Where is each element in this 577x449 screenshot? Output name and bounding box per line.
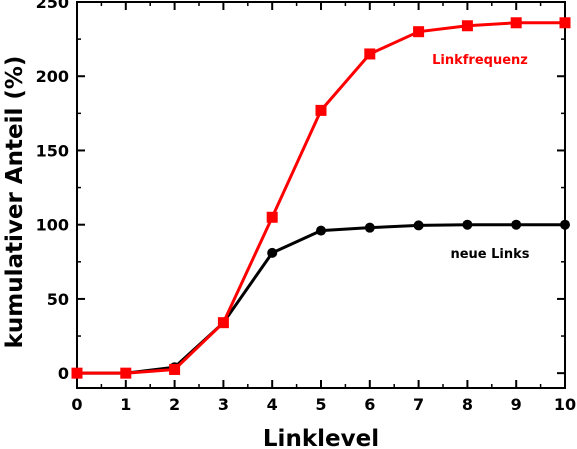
x-tick-label: 1 (120, 395, 131, 414)
x-tick-label: 7 (413, 395, 424, 414)
y-tick-label: 150 (36, 141, 69, 160)
data-point-linkfrequenz (413, 26, 425, 38)
x-axis-title: Linklevel (263, 426, 379, 449)
x-tick-label: 0 (71, 395, 82, 414)
series-linkfrequenz (71, 17, 571, 379)
data-point-neue-links (364, 222, 375, 233)
y-tick-label: 50 (47, 290, 69, 309)
x-tick-label: 10 (554, 395, 576, 414)
data-point-linkfrequenz (364, 48, 376, 60)
data-point-linkfrequenz (315, 104, 327, 116)
series-line-linkfrequenz (77, 21, 565, 375)
data-point-linkfrequenz (120, 367, 132, 379)
data-point-neue-links (413, 220, 424, 231)
series-label-neue-links: neue Links (450, 247, 529, 262)
data-point-linkfrequenz (169, 363, 181, 375)
data-point-neue-links (511, 219, 522, 230)
series-neue-links (72, 219, 570, 379)
x-tick-label: 9 (511, 395, 522, 414)
y-axis: 0 50 100 150 200 250 (36, 0, 565, 383)
data-point-neue-links (462, 219, 473, 230)
x-tick-label: 4 (267, 395, 278, 414)
x-axis: 0 1 2 3 4 5 6 7 8 9 10 (71, 2, 576, 414)
x-tick-label: 3 (218, 395, 229, 414)
data-point-linkfrequenz (461, 20, 473, 32)
data-point-linkfrequenz (71, 367, 83, 379)
x-tick-label: 5 (315, 395, 326, 414)
y-tick-label: 250 (36, 0, 69, 12)
data-point-neue-links (560, 219, 570, 230)
data-point-neue-links (316, 225, 326, 236)
data-point-linkfrequenz (266, 211, 278, 223)
data-point-neue-links (267, 247, 278, 258)
data-point-linkfrequenz (217, 317, 229, 329)
data-point-linkfrequenz (510, 17, 522, 29)
y-tick-label: 100 (36, 216, 69, 235)
series-layer (71, 17, 571, 379)
y-tick-label: 200 (36, 67, 69, 86)
x-tick-label: 6 (364, 395, 375, 414)
x-tick-label: 2 (169, 395, 180, 414)
y-tick-label: 0 (58, 364, 69, 383)
series-label-linkfrequenz: Linkfrequenz (432, 53, 528, 68)
x-tick-label: 8 (462, 395, 473, 414)
y-axis-title: kumulativer Anteil (%) (2, 56, 28, 349)
data-point-linkfrequenz (559, 17, 571, 29)
